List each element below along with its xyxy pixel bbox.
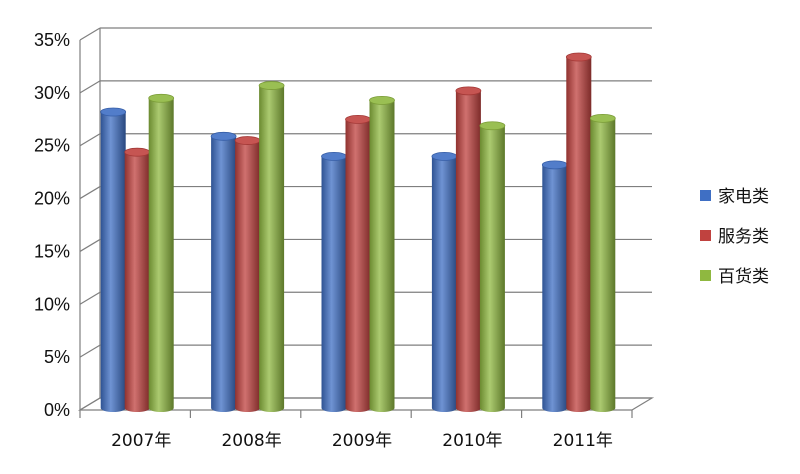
bar — [431, 151, 458, 412]
y-tick-label: 15% — [34, 241, 70, 261]
bar — [234, 136, 261, 413]
grid-line-side — [79, 133, 101, 147]
bar-body — [148, 98, 174, 412]
bar-body — [566, 57, 592, 413]
bar-top — [431, 151, 458, 161]
bar — [479, 121, 506, 412]
legend-swatch — [700, 230, 711, 241]
y-tick-label: 25% — [34, 136, 70, 156]
y-tick-label: 30% — [34, 83, 70, 103]
x-tick-label: 2009年 — [332, 431, 392, 451]
bar-top — [210, 131, 237, 141]
y-tick-label: 35% — [34, 30, 70, 50]
bar — [345, 115, 371, 413]
y-tick-label: 20% — [34, 189, 70, 209]
bars — [100, 52, 616, 413]
bar — [589, 113, 616, 412]
bar-top — [148, 93, 175, 103]
legend-label: 家电类 — [718, 187, 769, 207]
y-tick-label: 5% — [44, 347, 70, 367]
bar — [258, 81, 285, 413]
bar-body — [479, 125, 505, 412]
grid-line-side — [79, 291, 101, 305]
grid-line-side — [79, 80, 101, 94]
bar-top — [589, 113, 616, 123]
bar — [369, 95, 395, 412]
bar-body — [455, 90, 481, 412]
bar — [565, 52, 592, 413]
bar-body — [590, 118, 616, 412]
bar — [148, 93, 175, 412]
legend-label: 百货类 — [718, 267, 769, 287]
bar-body — [235, 140, 261, 413]
legend-swatch — [700, 190, 711, 201]
grid-line-side — [79, 344, 101, 358]
grid-line-side — [79, 238, 101, 252]
bar-top — [258, 81, 285, 90]
bar-top — [479, 121, 506, 131]
bar — [210, 131, 237, 413]
y-axis-tick-labels: 0% 5% 10% 15% 20% 25% 30% 35% — [34, 30, 70, 420]
bar-top — [234, 136, 261, 145]
bar-body — [124, 152, 150, 412]
bar — [541, 160, 568, 412]
legend-label: 服务类 — [718, 227, 769, 247]
bar-body — [431, 156, 457, 412]
bar-top — [321, 151, 347, 161]
legend-swatch — [700, 270, 711, 281]
x-tick-label: 2007年 — [111, 431, 171, 451]
bar-top — [345, 115, 371, 124]
x-tick-label: 2010年 — [442, 431, 502, 451]
x-tick-label: 2011年 — [553, 431, 613, 451]
bar — [124, 147, 151, 412]
bar-top — [369, 95, 395, 105]
bar — [100, 107, 127, 412]
bar-body — [211, 136, 237, 413]
bar-body — [542, 164, 568, 412]
grid-line-side — [79, 186, 101, 200]
bar-body — [321, 156, 347, 412]
bar — [321, 151, 347, 412]
grid-line-side — [79, 27, 101, 41]
x-tick-label: 2008年 — [221, 431, 281, 451]
y-tick-label: 0% — [44, 400, 70, 420]
bar-top — [455, 86, 482, 96]
bar-top — [100, 107, 127, 117]
bar-top — [565, 52, 592, 62]
bar — [455, 86, 482, 412]
bar-body — [100, 112, 126, 412]
y-tick-label: 10% — [34, 294, 70, 314]
bar-body — [369, 100, 395, 412]
bar-top — [124, 147, 151, 157]
bar-body — [345, 119, 371, 413]
x-axis — [79, 410, 633, 418]
bar-body — [259, 85, 285, 413]
bar-top — [541, 160, 568, 170]
x-axis-tick-labels: 2007年 2008年 2009年 2010年 2011年 — [111, 431, 613, 451]
